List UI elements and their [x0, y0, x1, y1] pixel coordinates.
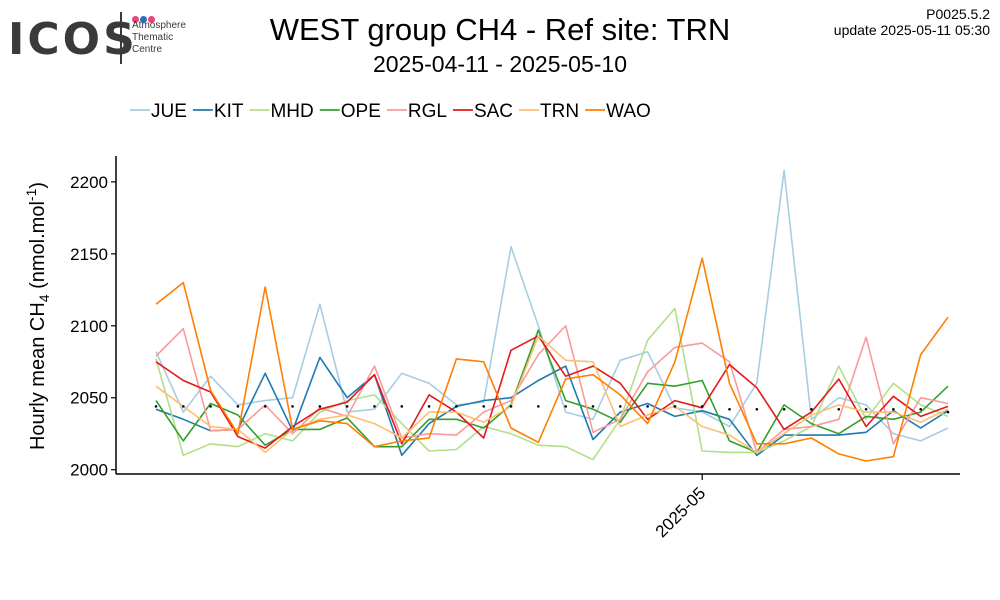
y-label-end: ) — [27, 182, 49, 189]
legend-label: MHD — [270, 101, 313, 122]
legend-item-mhd: MHD — [249, 101, 314, 122]
logo-divider — [120, 12, 122, 64]
legend-label: SAC — [474, 101, 513, 122]
reference-dot — [810, 407, 813, 411]
version-number: P0025.5.2 — [926, 6, 990, 22]
y-tick-label: 2100 — [70, 317, 108, 336]
legend-item-rgl: RGL — [386, 101, 447, 122]
reference-dot — [946, 410, 950, 414]
y-axis-label: Hourly mean CH4 (nmol.mol-1) — [23, 182, 52, 450]
reference-dot — [700, 405, 704, 408]
logo-wordmark: ICOS — [8, 14, 138, 65]
logo-dots-icon — [132, 10, 156, 28]
reference-dot — [427, 405, 431, 408]
icos-logo: ICOS Atmosphere Thematic Centre — [6, 8, 206, 68]
reference-dot — [154, 405, 158, 408]
reference-dot — [591, 405, 595, 408]
legend-label: JUE — [151, 101, 187, 122]
series-line-trn — [155, 335, 949, 454]
y-label-main: Hourly mean CH — [27, 302, 49, 450]
logo-line-1: Atmosphere — [132, 20, 186, 31]
reference-dot — [318, 405, 322, 408]
series-line-kit — [155, 356, 949, 457]
reference-dot — [373, 405, 376, 408]
reference-dot — [564, 405, 567, 408]
series-line-mhd — [155, 307, 949, 461]
legend-label: RGL — [408, 101, 447, 122]
reference-dot — [345, 405, 349, 408]
logo-line-3: Centre — [132, 44, 163, 55]
logo-subtitle: Atmosphere Thematic Centre — [132, 20, 186, 56]
series-line-jue — [155, 169, 949, 442]
reference-dot — [537, 405, 540, 408]
update-timestamp: update 2025-05-11 05:30 — [833, 22, 990, 38]
legend-item-wao: WAO — [585, 101, 651, 122]
y-label-unit: (nmol.mol — [27, 201, 49, 294]
series-line-rgl — [155, 324, 949, 454]
reference-dot — [291, 405, 294, 408]
logo-dot — [132, 16, 139, 23]
legend: JUE KIT MHD OPE RGL SAC TRN WAO — [130, 101, 651, 122]
chart-subtitle: 2025-04-11 - 2025-05-10 — [372, 51, 628, 77]
reference-dot — [209, 405, 212, 408]
reference-dot — [182, 405, 185, 408]
reference-dot — [455, 405, 458, 408]
legend-item-sac: SAC — [452, 101, 513, 122]
logo-dot — [140, 16, 147, 23]
reference-dot — [618, 405, 622, 408]
legend-item-jue: JUE — [130, 101, 187, 122]
legend-item-trn: TRN — [519, 101, 579, 122]
reference-dot — [509, 405, 513, 408]
reference-dot — [864, 407, 868, 411]
legend-item-kit: KIT — [192, 101, 244, 122]
series-layer — [154, 169, 950, 462]
x-tick-label: 2025-05 — [652, 484, 710, 542]
y-tick-label: 2200 — [70, 173, 108, 192]
reference-dot — [263, 405, 267, 408]
reference-dot — [837, 407, 841, 411]
legend-label: KIT — [214, 101, 244, 122]
series-line-sac — [155, 335, 949, 449]
reference-dot — [728, 407, 731, 411]
y-label-sub: 4 — [36, 294, 52, 302]
y-tick-label: 2050 — [70, 389, 108, 408]
reference-dot — [482, 405, 486, 408]
y-tick-label: 2150 — [70, 245, 108, 264]
chart-title: WEST group CH4 - Ref site: TRN — [269, 12, 731, 47]
reference-dot — [919, 407, 922, 411]
legend-label: OPE — [341, 101, 381, 122]
reference-dot — [400, 405, 404, 408]
reference-dot — [673, 405, 677, 408]
reference-dot — [755, 407, 759, 411]
legend-label: TRN — [540, 101, 579, 122]
logo-line-2: Thematic — [132, 32, 174, 43]
version-info: P0025.5.2 update 2025-05-11 05:30 — [834, 6, 990, 38]
reference-dot — [892, 407, 895, 411]
svg-text:Hourly mean CH4 (nmol.mol-1): Hourly mean CH4 (nmol.mol-1) — [23, 182, 52, 450]
legend-label: WAO — [606, 101, 651, 122]
series-line-wao — [155, 257, 949, 462]
reference-dot — [236, 405, 240, 408]
legend-item-ope: OPE — [319, 101, 381, 122]
y-tick-label: 2000 — [70, 461, 108, 480]
reference-dot — [782, 407, 786, 411]
reference-dot — [646, 405, 649, 408]
logo-dot — [148, 16, 155, 23]
y-label-sup: -1 — [23, 188, 39, 201]
